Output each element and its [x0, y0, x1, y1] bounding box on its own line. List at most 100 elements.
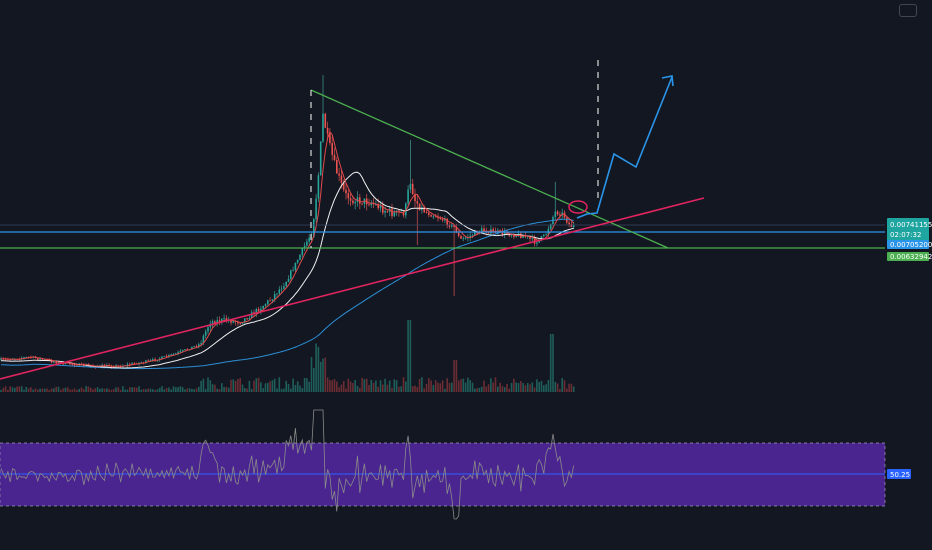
- volume-bar: [296, 381, 299, 392]
- volume-bar: [319, 361, 322, 392]
- moving-average-fast: [0, 130, 575, 367]
- volume-bar: [262, 388, 264, 392]
- candle: [432, 214, 435, 220]
- volume-bar: [354, 380, 356, 392]
- candle-body: [306, 241, 308, 246]
- volume-bar: [4, 386, 7, 392]
- candle-body: [239, 323, 241, 325]
- volume-bar: [276, 388, 278, 392]
- volume-bar: [181, 387, 184, 392]
- volume-bar: [119, 389, 122, 392]
- volume-bar: [186, 388, 189, 392]
- candle-body: [131, 363, 133, 365]
- volume-bar: [112, 389, 115, 392]
- volume-bar: [41, 388, 44, 392]
- candle-body: [191, 346, 193, 350]
- candle-body: [345, 189, 347, 194]
- volume-bar: [414, 385, 416, 392]
- volume-bar: [492, 382, 494, 392]
- volume-bar: [89, 387, 92, 392]
- volume-bar: [570, 383, 573, 392]
- candle: [163, 355, 166, 357]
- candle-body: [453, 224, 455, 228]
- candle: [147, 359, 149, 362]
- volume-bar: [517, 383, 520, 392]
- volume-bar: [184, 389, 186, 392]
- candle-body: [207, 327, 209, 332]
- volume-bar: [23, 389, 25, 392]
- volume-bar: [372, 382, 375, 392]
- candle-body: [313, 219, 315, 238]
- candle-body: [165, 356, 168, 357]
- volume-bar: [253, 380, 255, 392]
- candle: [453, 224, 455, 296]
- projection-arrow-head[interactable]: [661, 75, 674, 87]
- candle-body: [349, 198, 352, 201]
- candle: [283, 282, 285, 290]
- candle-body: [198, 344, 200, 347]
- candle-body: [536, 242, 538, 244]
- volume-bar: [244, 388, 246, 392]
- candle-body: [250, 312, 253, 318]
- candle: [462, 236, 465, 242]
- volume-bar: [122, 386, 124, 392]
- breakout-circle[interactable]: [568, 200, 588, 214]
- candle-body: [161, 356, 163, 359]
- volume-bar: [260, 382, 262, 392]
- volume-bar: [172, 386, 175, 392]
- candle: [471, 233, 474, 239]
- descending-trendline[interactable]: [310, 89, 669, 249]
- candle: [361, 203, 363, 206]
- candle: [329, 127, 331, 146]
- candle-body: [170, 354, 172, 356]
- rounded-rect-icon[interactable]: [899, 4, 917, 17]
- candle-body: [73, 364, 76, 366]
- volume-bar: [469, 380, 471, 392]
- volume-bar: [299, 385, 301, 392]
- candle-body: [405, 203, 407, 216]
- candle-body: [457, 232, 460, 236]
- volume-bar: [347, 378, 350, 392]
- price-tag-green: 0.00632942: [887, 252, 932, 261]
- candle-body: [267, 300, 269, 305]
- candle: [416, 194, 419, 245]
- candle-body: [317, 175, 320, 199]
- volume-bar: [524, 385, 527, 392]
- candle-body: [287, 278, 290, 282]
- volume-bar: [382, 384, 384, 392]
- volume-bar: [152, 389, 154, 392]
- volume-bar: [430, 380, 432, 392]
- candle-body: [559, 214, 561, 216]
- volume-bar: [14, 387, 16, 392]
- volume-bar: [568, 383, 570, 392]
- volume-bar: [499, 382, 501, 392]
- volume-bar: [145, 389, 147, 392]
- projection-arrow-path[interactable]: [576, 76, 673, 219]
- candle: [126, 362, 129, 368]
- volume-bar: [156, 389, 159, 392]
- volume-bar: [342, 381, 345, 392]
- volume-bar: [503, 387, 506, 392]
- volume-bar: [437, 382, 439, 392]
- candle: [294, 262, 297, 273]
- volume-bar: [464, 382, 467, 392]
- candle-body: [522, 235, 524, 238]
- ascending-trendline[interactable]: [0, 197, 705, 380]
- volume-bar: [526, 383, 529, 392]
- candle-body: [513, 235, 515, 237]
- candle-body: [515, 235, 517, 237]
- volume-bar: [543, 385, 545, 392]
- candle: [80, 362, 83, 365]
- candle: [184, 349, 186, 351]
- volume-bar: [476, 388, 478, 392]
- volume-bar: [352, 382, 354, 392]
- volume-bar: [129, 387, 131, 392]
- candle: [285, 281, 287, 287]
- candle: [322, 75, 324, 143]
- volume-bar: [255, 378, 258, 392]
- volume-bar: [96, 387, 99, 392]
- candle-body: [319, 141, 322, 176]
- volume-bar: [66, 387, 69, 392]
- candle: [50, 358, 53, 364]
